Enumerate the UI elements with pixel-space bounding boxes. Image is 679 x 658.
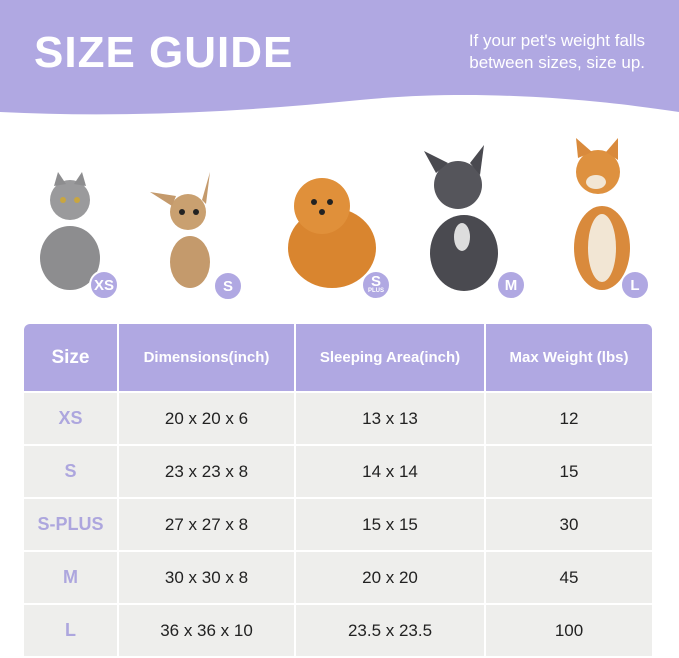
size-table: Size Dimensions(inch) Sleeping Area(inch… <box>22 322 654 658</box>
pomeranian-image <box>288 178 376 288</box>
header-banner <box>0 0 679 115</box>
column-header: Size <box>24 324 117 391</box>
size-cell: L <box>24 605 117 656</box>
sleeping-area-cell: 13 x 13 <box>296 393 484 444</box>
size-badge-s: S <box>213 271 243 301</box>
chihuahua-image <box>150 172 210 288</box>
sizing-note: If your pet's weight falls between sizes… <box>468 31 645 72</box>
column-header: Sleeping Area(inch) <box>296 324 484 391</box>
dimensions-cell: 36 x 36 x 10 <box>119 605 294 656</box>
page-title: SIZE GUIDE <box>34 28 294 77</box>
dimensions-cell: 30 x 30 x 8 <box>119 552 294 603</box>
max-weight-cell: 15 <box>486 446 652 497</box>
table-row: L 36 x 36 x 10 23.5 x 23.5 100 <box>24 605 652 656</box>
table-row: XS 20 x 20 x 6 13 x 13 12 <box>24 393 652 444</box>
shiba-inu-image <box>574 138 630 290</box>
table-row: M 30 x 30 x 8 20 x 20 45 <box>24 552 652 603</box>
size-cell: M <box>24 552 117 603</box>
size-cell: S-PLUS <box>24 499 117 550</box>
cat-image <box>40 172 100 290</box>
dimensions-cell: 23 x 23 x 8 <box>119 446 294 497</box>
french-bulldog-image <box>424 145 498 291</box>
table-row: S 23 x 23 x 8 14 x 14 15 <box>24 446 652 497</box>
size-badge-s-plus: S PLUS <box>361 270 391 300</box>
table-header-row: Size Dimensions(inch) Sleeping Area(inch… <box>24 324 652 391</box>
sleeping-area-cell: 23.5 x 23.5 <box>296 605 484 656</box>
sleeping-area-cell: 20 x 20 <box>296 552 484 603</box>
size-cell: S <box>24 446 117 497</box>
column-header: Dimensions(inch) <box>119 324 294 391</box>
table-row: S-PLUS 27 x 27 x 8 15 x 15 30 <box>24 499 652 550</box>
max-weight-cell: 12 <box>486 393 652 444</box>
dimensions-cell: 27 x 27 x 8 <box>119 499 294 550</box>
max-weight-cell: 100 <box>486 605 652 656</box>
max-weight-cell: 45 <box>486 552 652 603</box>
sleeping-area-cell: 15 x 15 <box>296 499 484 550</box>
max-weight-cell: 30 <box>486 499 652 550</box>
sleeping-area-cell: 14 x 14 <box>296 446 484 497</box>
size-badge-xs: XS <box>89 270 119 300</box>
size-cell: XS <box>24 393 117 444</box>
size-badge-m: M <box>496 270 526 300</box>
column-header: Max Weight (lbs) <box>486 324 652 391</box>
size-badge-l: L <box>620 270 650 300</box>
dimensions-cell: 20 x 20 x 6 <box>119 393 294 444</box>
